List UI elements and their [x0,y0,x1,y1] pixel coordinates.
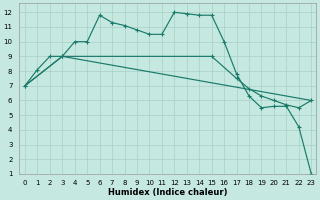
X-axis label: Humidex (Indice chaleur): Humidex (Indice chaleur) [108,188,227,197]
